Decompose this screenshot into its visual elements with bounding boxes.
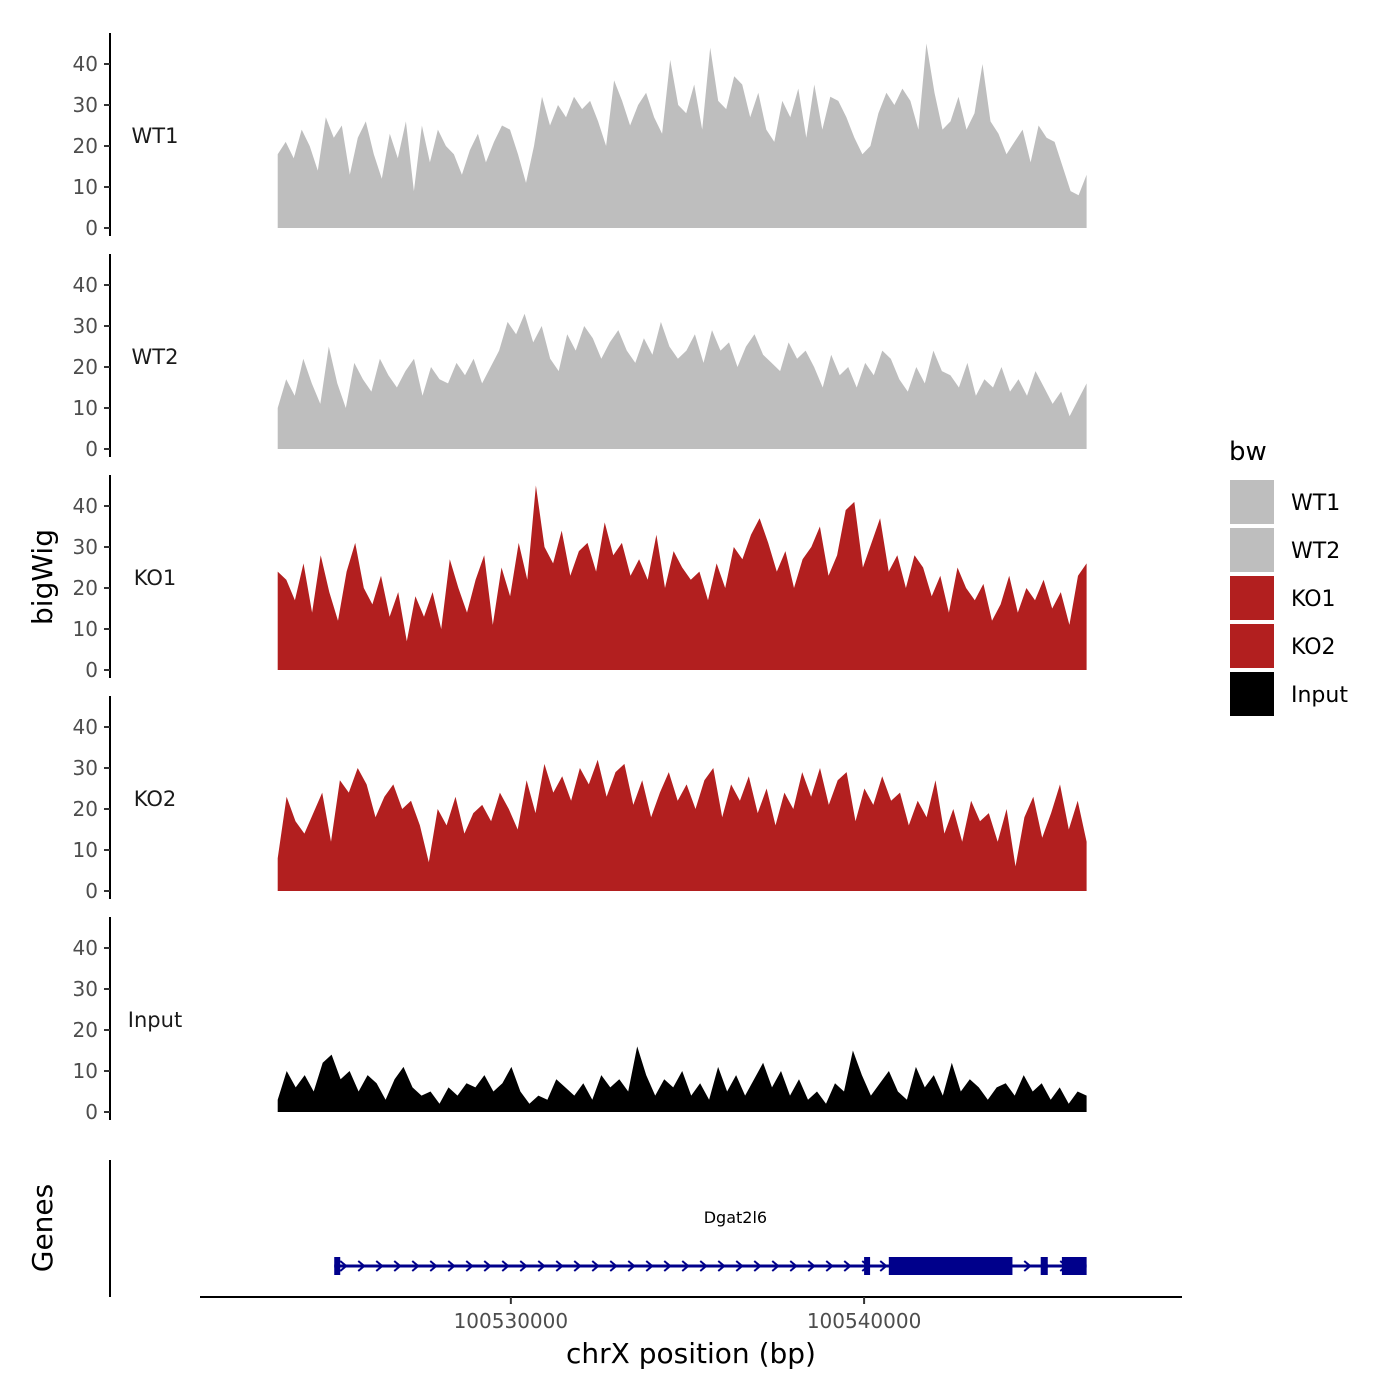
legend-swatch-input bbox=[1230, 672, 1274, 716]
gene-strand-arrow bbox=[465, 1260, 474, 1272]
y-tick-label: 40 bbox=[73, 936, 98, 960]
gene-strand-arrow bbox=[429, 1260, 438, 1272]
gene-exon bbox=[864, 1257, 871, 1275]
gene-name-label: Dgat2l6 bbox=[704, 1208, 767, 1227]
y-tick-label: 40 bbox=[73, 494, 98, 518]
legend-label-input: Input bbox=[1291, 683, 1348, 708]
area-wt2 bbox=[277, 313, 1087, 449]
y-tick-label: 20 bbox=[73, 576, 98, 600]
y-tick-label: 0 bbox=[85, 658, 98, 682]
y-tick-label: 10 bbox=[73, 617, 98, 641]
legend-label-ko1: KO1 bbox=[1291, 587, 1336, 612]
gene-strand-arrow bbox=[555, 1260, 564, 1272]
y-tick-label: 20 bbox=[73, 134, 98, 158]
y-tick-label: 30 bbox=[73, 314, 98, 338]
y-tick-label: 30 bbox=[73, 977, 98, 1001]
y-tick-label: 40 bbox=[73, 715, 98, 739]
gene-strand-arrow bbox=[1023, 1260, 1032, 1272]
gene-strand-arrow bbox=[375, 1260, 384, 1272]
y-tick-label: 30 bbox=[73, 93, 98, 117]
gene-strand-arrow bbox=[339, 1260, 348, 1272]
y-tick-label: 20 bbox=[73, 797, 98, 821]
gene-strand-arrow bbox=[681, 1260, 690, 1272]
y-tick-label: 10 bbox=[73, 838, 98, 862]
x-tick-label: 100530000 bbox=[454, 1309, 569, 1333]
y-tick-label: 20 bbox=[73, 1018, 98, 1042]
y-tick-label: 0 bbox=[85, 216, 98, 240]
gene-strand-arrow bbox=[771, 1260, 780, 1272]
y-tick-label: 30 bbox=[73, 756, 98, 780]
y-tick-label: 40 bbox=[73, 52, 98, 76]
gene-strand-arrow bbox=[735, 1260, 744, 1272]
legend-label-wt2: WT2 bbox=[1291, 539, 1340, 564]
gene-exon bbox=[334, 1257, 341, 1275]
y-tick-label: 0 bbox=[85, 1100, 98, 1124]
legend-swatch-ko2 bbox=[1230, 624, 1274, 668]
gene-strand-arrow bbox=[699, 1260, 708, 1272]
gene-strand-arrow bbox=[843, 1260, 852, 1272]
x-tick-label: 100540000 bbox=[807, 1309, 922, 1333]
x-axis-title: chrX position (bp) bbox=[566, 1337, 816, 1370]
gene-strand-arrow bbox=[627, 1260, 636, 1272]
y-tick-label: 10 bbox=[73, 1059, 98, 1083]
gene-strand-arrow bbox=[645, 1260, 654, 1272]
gene-strand-arrow bbox=[591, 1260, 600, 1272]
track-label-wt2: WT2 bbox=[132, 345, 179, 369]
legend-swatch-wt2 bbox=[1230, 528, 1274, 572]
gene-strand-arrow bbox=[609, 1260, 618, 1272]
gene-exon bbox=[1061, 1257, 1087, 1275]
gene-strand-arrow bbox=[789, 1260, 798, 1272]
y-axis-title: bigWig bbox=[26, 529, 59, 625]
track-label-ko2: KO2 bbox=[134, 787, 177, 811]
gene-strand-arrow bbox=[825, 1260, 834, 1272]
gene-strand-arrow bbox=[663, 1260, 672, 1272]
area-wt1 bbox=[277, 43, 1087, 228]
gene-strand-arrow bbox=[483, 1260, 492, 1272]
gene-strand-arrow bbox=[411, 1260, 420, 1272]
gene-strand-arrow bbox=[519, 1260, 528, 1272]
legend-swatch-wt1 bbox=[1230, 480, 1274, 524]
area-ko1 bbox=[277, 485, 1087, 670]
y-tick-label: 40 bbox=[73, 273, 98, 297]
area-input bbox=[277, 1046, 1087, 1112]
gene-exon bbox=[888, 1257, 1013, 1275]
gene-strand-arrow bbox=[537, 1260, 546, 1272]
legend-title: bw bbox=[1229, 437, 1267, 467]
gene-strand-arrow bbox=[879, 1260, 888, 1272]
gene-strand-arrow bbox=[501, 1260, 510, 1272]
track-label-input: Input bbox=[128, 1008, 182, 1032]
gene-strand-arrow bbox=[717, 1260, 726, 1272]
gene-strand-arrow bbox=[753, 1260, 762, 1272]
gene-strand-arrow bbox=[393, 1260, 402, 1272]
gene-strand-arrow bbox=[447, 1260, 456, 1272]
track-label-wt1: WT1 bbox=[132, 124, 179, 148]
y-tick-label: 30 bbox=[73, 535, 98, 559]
y-tick-label: 20 bbox=[73, 355, 98, 379]
legend-label-wt1: WT1 bbox=[1291, 491, 1340, 516]
y-tick-label: 10 bbox=[73, 175, 98, 199]
genes-track-title: Genes bbox=[26, 1184, 59, 1272]
area-ko2 bbox=[277, 759, 1087, 891]
gene-exon bbox=[1040, 1257, 1048, 1275]
track-label-ko1: KO1 bbox=[134, 566, 177, 590]
gene-strand-arrow bbox=[357, 1260, 366, 1272]
y-tick-label: 0 bbox=[85, 879, 98, 903]
legend-swatch-ko1 bbox=[1230, 576, 1274, 620]
gene-strand-arrow bbox=[573, 1260, 582, 1272]
y-tick-label: 10 bbox=[73, 396, 98, 420]
gene-strand-arrow bbox=[807, 1260, 816, 1272]
legend-label-ko2: KO2 bbox=[1291, 635, 1336, 660]
y-tick-label: 0 bbox=[85, 437, 98, 461]
